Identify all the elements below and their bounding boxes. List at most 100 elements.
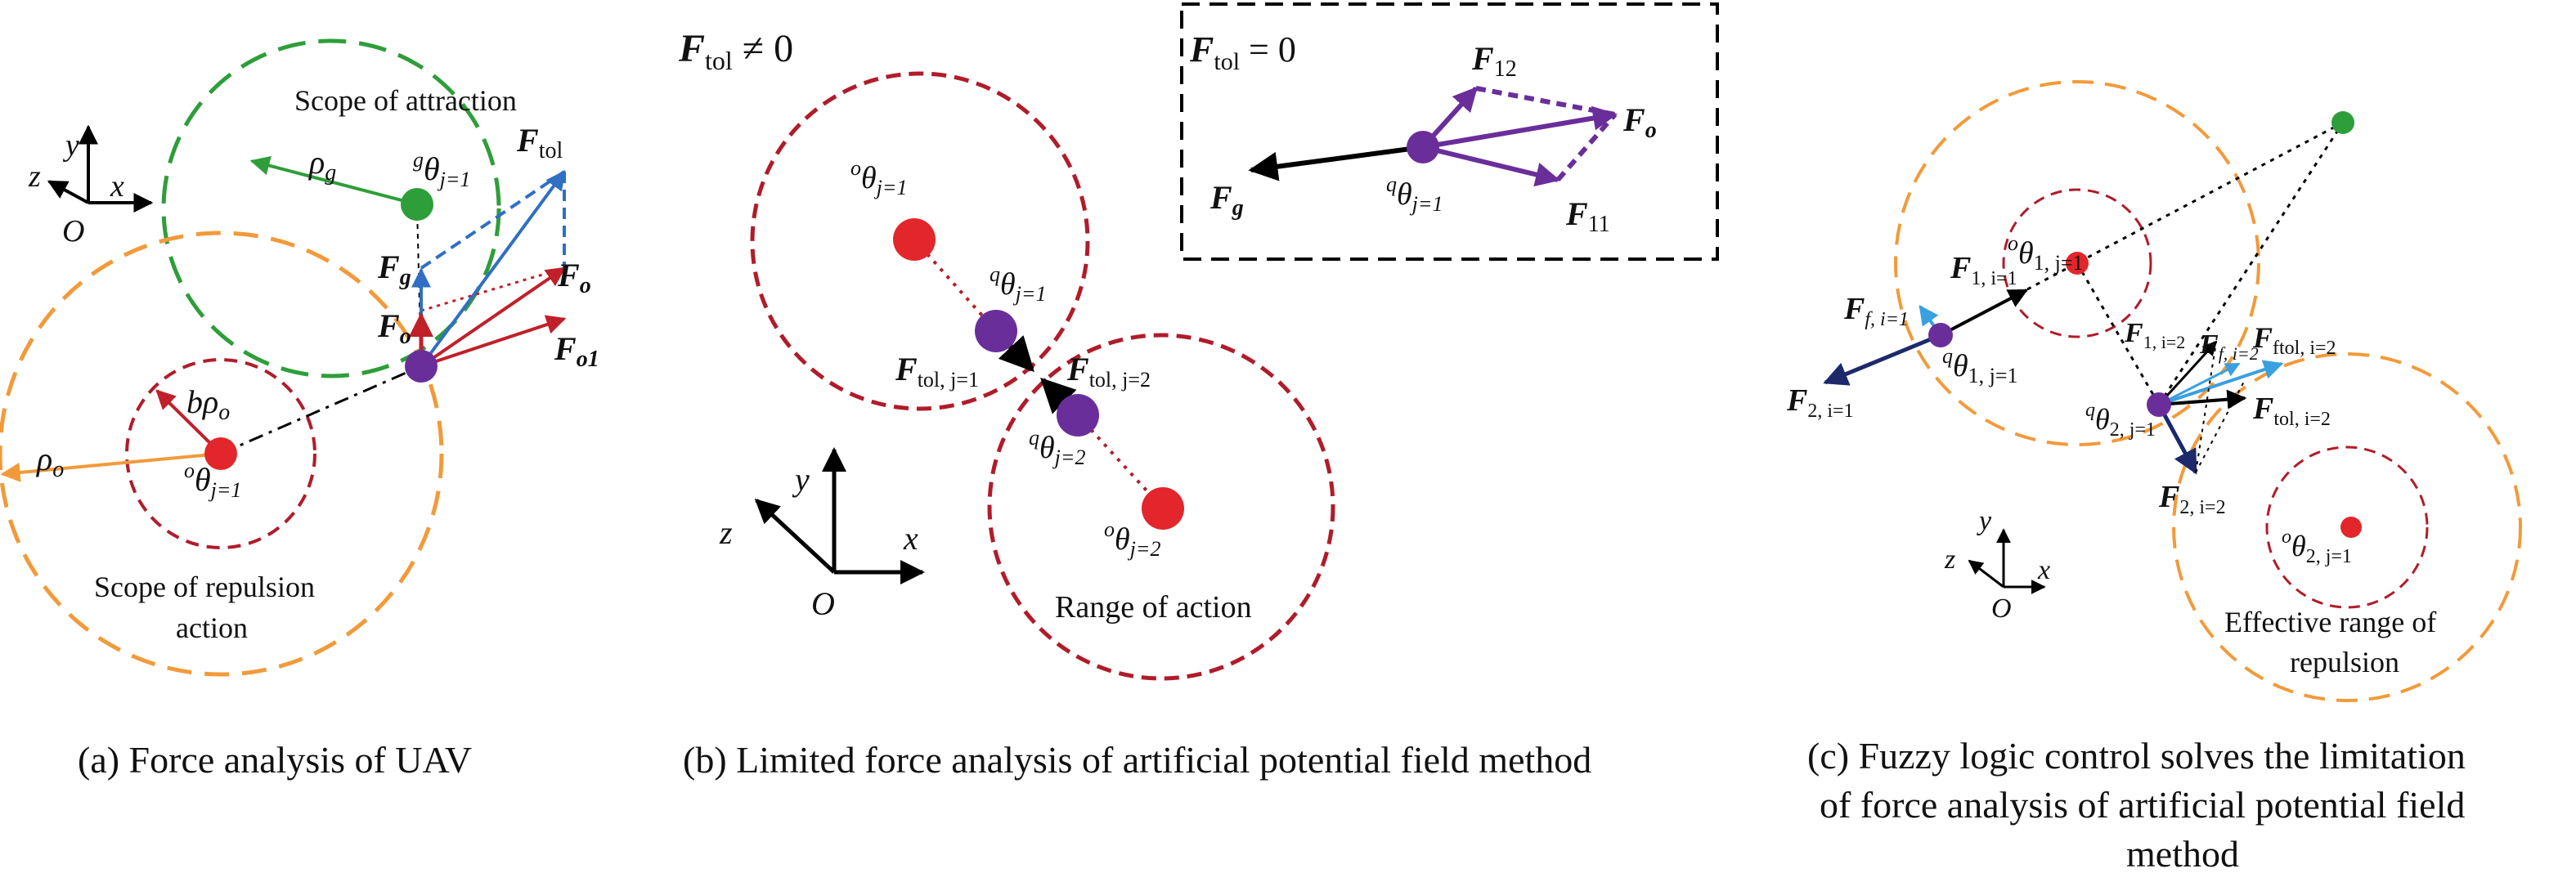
ftol-not-zero-label: Ftol ≠ 0: [678, 27, 793, 75]
q1-theta-label-b: qθj=1: [990, 262, 1046, 306]
uav1-goal-dotted: [1940, 121, 2344, 337]
ff-i2-arrow: [2158, 362, 2241, 406]
scope-of-repulsion-line1: Scope of repulsion: [94, 571, 315, 603]
axis-x-c: x: [2037, 555, 2050, 585]
obstacle2-point-c: [2340, 517, 2362, 538]
ftol-j1-label: Ftol, j=1: [895, 351, 979, 392]
f-o-right-arrow: [420, 266, 566, 368]
scope-of-attraction-label: Scope of attraction: [294, 84, 517, 117]
obs1-uav2-dotted: [2076, 262, 2161, 405]
uav2-point-c: [2147, 392, 2171, 417]
q2-theta-label-b: qθj=2: [1029, 426, 1085, 469]
uav2-goal-dotted: [2157, 122, 2345, 405]
f-tol-dash-1: [420, 170, 566, 270]
obs1-theta-label-c: oθ1, j=1: [2008, 231, 2084, 275]
uav1-point-b: [975, 310, 1017, 352]
obstacle2-effective-circle: [2172, 352, 2522, 702]
axis-origin-a: O: [62, 214, 84, 248]
f2-i1-label: F2, i=1: [1786, 383, 1854, 422]
rho-o-label: ρo: [35, 441, 64, 482]
axis-origin-c: O: [1991, 593, 2012, 624]
axes-c: [1968, 528, 2046, 594]
rho-g-label: ρg: [307, 144, 336, 186]
f2i2-f1i2-dotted: [2195, 341, 2217, 473]
b-rho-o-label: bρo: [186, 383, 230, 425]
scope-of-repulsion-line2: action: [176, 611, 248, 644]
panel-c: oθ1, j=1 F1, i=1 Ff, i=1 qθ1, j=1 F2, i=…: [1786, 80, 2522, 875]
obstacle2-point-b: [1142, 487, 1184, 530]
inset-fg-label: Fg: [1209, 179, 1244, 221]
ftol-i2-label: Ftol, i=2: [2252, 392, 2331, 430]
obstacle2-range-circle: [987, 333, 1335, 681]
f1-i1-label: F1, i=1: [1950, 251, 2017, 289]
panel-b: Ftol ≠ 0 Ftol = 0 F12 Fo F11 Fg qθj=1 Ra…: [678, 2, 1719, 781]
axis-y-b: y: [792, 461, 810, 498]
inset-fo-label: Fo: [1622, 101, 1657, 143]
obstacle1-point-b: [893, 218, 936, 261]
obs1-theta-label-b: oθj=1: [850, 156, 907, 199]
obstacle-uav-line: [220, 365, 422, 455]
obs2-theta-label-b: oθj=2: [1104, 517, 1160, 561]
axis-origin-b: O: [811, 585, 835, 622]
inset-f12-label: F12: [1471, 40, 1517, 82]
inset-dash-bottom: [1555, 113, 1618, 181]
f1-i2-arrow: [2157, 340, 2218, 406]
uav-point-a: [405, 350, 438, 383]
inset-box: [1180, 2, 1719, 261]
fftol-i2-arrow: [2158, 360, 2284, 406]
f-o-dotted: [420, 266, 565, 312]
axes-a: [47, 124, 154, 213]
ff-i1-label: Ff, i=1: [1843, 292, 1909, 330]
uav2-point-b: [1057, 394, 1099, 437]
q2-theta-label-c: qθ2, j=1: [2085, 400, 2156, 441]
inset-dash-top: [1475, 86, 1616, 117]
obs2-theta-label-c: oθ2, j=1: [2282, 526, 2352, 567]
obstacle1-effective-circle: [1894, 80, 2260, 446]
panel-a: y z x O Scope of attraction Scope of rep…: [0, 38, 599, 781]
obstacle1-inner-circle: [2002, 188, 2152, 338]
f2i2-ftol-dotted: [2195, 379, 2246, 473]
inset-fo-arrow: [1422, 105, 1618, 150]
obstacle-theta-label: oθj=1: [184, 459, 241, 502]
q1-theta-label-c: qθ1, j=1: [1942, 344, 2018, 387]
axis-y-a: y: [62, 128, 79, 163]
f-tol-label: Ftol: [516, 122, 563, 163]
f1-i1-arrow: [1940, 289, 2029, 337]
rho-g-arrow: [249, 155, 418, 206]
caption-b: (b) Limited force analysis of artificial…: [683, 739, 1591, 781]
ftol-i2-arrow: [2158, 389, 2247, 410]
f-g-label: Fg: [377, 248, 411, 290]
ftol-j2-label: Ftol, j=2: [1066, 351, 1151, 392]
axes-b: [754, 447, 925, 584]
goal-theta-label: gθj=1: [413, 148, 470, 191]
caption-c-line1: (c) Fuzzy logic control solves the limit…: [1807, 735, 2466, 777]
axis-y-c: y: [1977, 506, 1992, 536]
inner-repulsion-circle: [125, 358, 316, 549]
f2-i2-label: F2, i=2: [2158, 480, 2226, 518]
repulsion-scope-circle: [0, 231, 444, 677]
obstacle1-range-circle: [750, 71, 1090, 411]
obstacle2-inner-circle: [2265, 445, 2429, 609]
fftol-i2-label: Fftol, i=2: [2252, 321, 2336, 359]
obstacle1-point-c: [2066, 252, 2089, 275]
inset-fg-arrow: [1248, 145, 1424, 181]
goal-point-a: [401, 188, 433, 221]
inset-f11-arrow: [1422, 145, 1560, 187]
axis-z-b: z: [719, 514, 733, 551]
uav1-point-c: [1928, 323, 1953, 347]
effective-range-line1: Effective range of: [2224, 606, 2436, 638]
f2-i2-arrow: [2156, 403, 2198, 475]
f-o-left-label: Fo: [377, 307, 411, 349]
axis-x-a: x: [110, 169, 124, 204]
attraction-scope-circle: [161, 38, 501, 378]
f-tol-arrow: [420, 170, 566, 368]
inset-f11-label: F11: [1565, 195, 1610, 237]
goal-point-c: [2331, 111, 2354, 134]
caption-a: (a) Force analysis of UAV: [78, 739, 472, 781]
inset-q-theta-label: qθj=1: [1386, 172, 1443, 216]
caption-c-line2: of force analysis of artificial potentia…: [1820, 784, 2465, 826]
f1-i2-label: F1, i=2: [2124, 318, 2185, 352]
caption-c-line3: method: [2126, 833, 2239, 875]
ff-i2-label: Ff, i=2: [2199, 329, 2259, 364]
